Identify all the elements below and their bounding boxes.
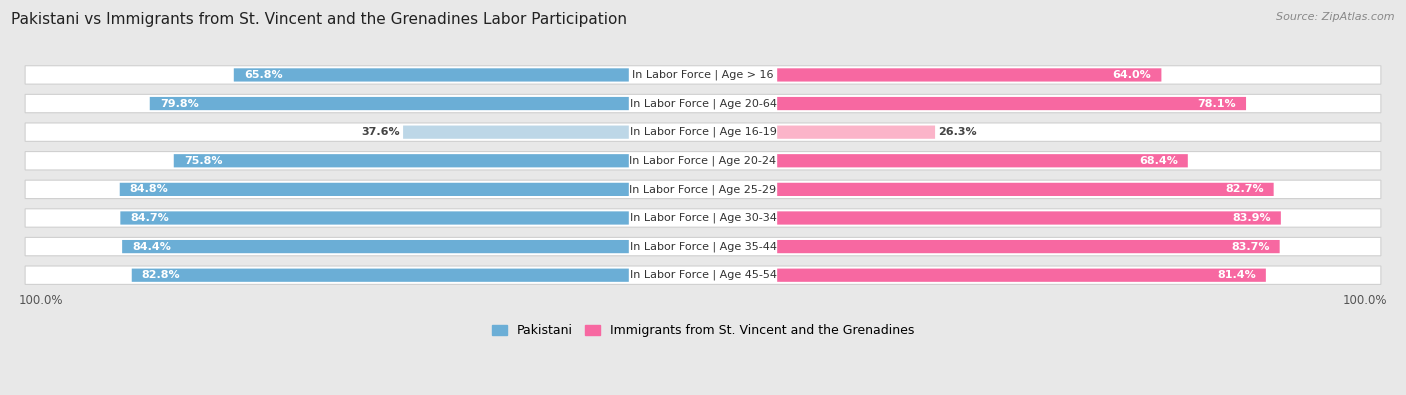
FancyBboxPatch shape (778, 68, 1161, 81)
FancyBboxPatch shape (778, 269, 1265, 282)
FancyBboxPatch shape (122, 240, 628, 253)
Text: In Labor Force | Age 20-24: In Labor Force | Age 20-24 (630, 156, 776, 166)
Text: 26.3%: 26.3% (938, 127, 977, 137)
FancyBboxPatch shape (25, 66, 1381, 84)
FancyBboxPatch shape (25, 152, 1381, 170)
FancyBboxPatch shape (778, 211, 1281, 225)
Text: In Labor Force | Age > 16: In Labor Force | Age > 16 (633, 70, 773, 80)
Text: Source: ZipAtlas.com: Source: ZipAtlas.com (1277, 12, 1395, 22)
Text: 64.0%: 64.0% (1112, 70, 1152, 80)
FancyBboxPatch shape (778, 154, 1188, 167)
FancyBboxPatch shape (150, 97, 628, 110)
Text: Pakistani vs Immigrants from St. Vincent and the Grenadines Labor Participation: Pakistani vs Immigrants from St. Vincent… (11, 12, 627, 27)
FancyBboxPatch shape (233, 68, 628, 81)
Text: In Labor Force | Age 20-64: In Labor Force | Age 20-64 (630, 98, 776, 109)
Text: In Labor Force | Age 45-54: In Labor Force | Age 45-54 (630, 270, 776, 280)
Text: 83.7%: 83.7% (1232, 242, 1270, 252)
Text: 82.7%: 82.7% (1225, 184, 1264, 194)
Text: 68.4%: 68.4% (1139, 156, 1178, 166)
FancyBboxPatch shape (120, 183, 628, 196)
FancyBboxPatch shape (25, 180, 1381, 199)
Text: In Labor Force | Age 25-29: In Labor Force | Age 25-29 (630, 184, 776, 195)
Text: 82.8%: 82.8% (142, 270, 180, 280)
FancyBboxPatch shape (778, 240, 1279, 253)
FancyBboxPatch shape (25, 94, 1381, 113)
Text: 84.4%: 84.4% (132, 242, 172, 252)
Text: 79.8%: 79.8% (160, 98, 198, 109)
Text: 84.7%: 84.7% (131, 213, 169, 223)
Text: 37.6%: 37.6% (361, 127, 399, 137)
Text: In Labor Force | Age 35-44: In Labor Force | Age 35-44 (630, 241, 776, 252)
FancyBboxPatch shape (25, 237, 1381, 256)
Text: 83.9%: 83.9% (1232, 213, 1271, 223)
FancyBboxPatch shape (778, 183, 1274, 196)
Text: In Labor Force | Age 16-19: In Labor Force | Age 16-19 (630, 127, 776, 137)
FancyBboxPatch shape (132, 269, 628, 282)
Legend: Pakistani, Immigrants from St. Vincent and the Grenadines: Pakistani, Immigrants from St. Vincent a… (486, 320, 920, 342)
FancyBboxPatch shape (25, 209, 1381, 227)
FancyBboxPatch shape (25, 266, 1381, 284)
Text: 78.1%: 78.1% (1198, 98, 1236, 109)
FancyBboxPatch shape (25, 123, 1381, 141)
Text: In Labor Force | Age 30-34: In Labor Force | Age 30-34 (630, 213, 776, 223)
Text: 81.4%: 81.4% (1218, 270, 1256, 280)
Text: 65.8%: 65.8% (243, 70, 283, 80)
FancyBboxPatch shape (121, 211, 628, 225)
Text: 100.0%: 100.0% (1343, 293, 1388, 307)
FancyBboxPatch shape (778, 126, 935, 139)
FancyBboxPatch shape (404, 126, 628, 139)
FancyBboxPatch shape (174, 154, 628, 167)
Text: 75.8%: 75.8% (184, 156, 222, 166)
FancyBboxPatch shape (778, 97, 1246, 110)
Text: 100.0%: 100.0% (18, 293, 63, 307)
Text: 84.8%: 84.8% (129, 184, 169, 194)
